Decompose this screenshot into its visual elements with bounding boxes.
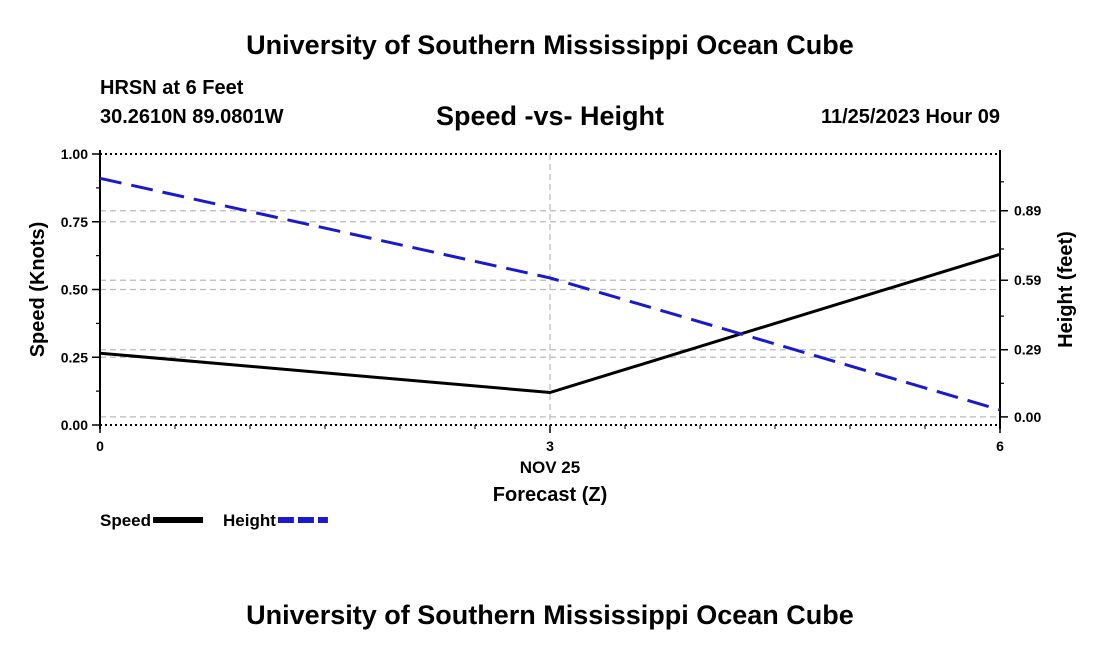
left-tick-label: 0.75	[61, 214, 88, 230]
legend-label-height: Height	[223, 511, 276, 530]
legend-label-speed: Speed	[100, 511, 151, 530]
right-tick-label: 0.89	[1014, 203, 1041, 219]
left-tick-label: 0.00	[61, 417, 88, 433]
right-tick-label: 0.59	[1014, 272, 1041, 288]
chart-title: Speed -vs- Height	[435, 101, 665, 131]
top-title: University of Southern Mississippi Ocean…	[246, 30, 854, 60]
right-tick-label: 0.00	[1014, 409, 1041, 425]
station-name: HRSN at 6 Feet	[100, 77, 244, 99]
right-axis-title: Height (feet)	[1055, 231, 1077, 348]
right-tick-label: 0.29	[1014, 342, 1041, 358]
x-tick-label: 6	[996, 438, 1004, 454]
x-date-label: NOV 25	[520, 458, 580, 477]
station-coords: 30.2610N 89.0801W	[100, 106, 284, 128]
run-time: 11/25/2023 Hour 09	[820, 106, 1000, 128]
x-tick-label: 3	[546, 438, 554, 454]
left-tick-label: 0.50	[61, 282, 88, 298]
left-tick-label: 1.00	[61, 146, 88, 162]
series-speed-line	[99, 252, 1001, 395]
left-axis-title: Speed (Knots)	[27, 222, 49, 358]
x-axis-title: Forecast (Z)	[493, 484, 607, 506]
x-tick-label: 0	[96, 438, 104, 454]
left-tick-label: 0.25	[61, 349, 88, 365]
series-height-line	[99, 176, 1001, 412]
bottom-title: University of Southern Mississippi Ocean…	[246, 600, 854, 630]
